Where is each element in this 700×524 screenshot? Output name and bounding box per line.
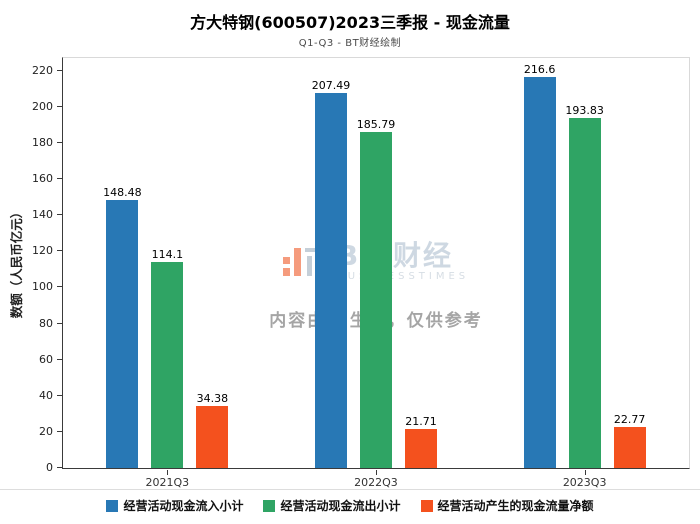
bar-wrap: 216.6 — [523, 62, 556, 468]
legend-swatch — [420, 499, 433, 512]
bar-value-label: 216.6 — [523, 62, 556, 76]
y-tick-label: 80 — [39, 316, 53, 330]
y-tick-label: 220 — [32, 63, 53, 77]
bar-value-label: 185.79 — [356, 118, 396, 132]
bar-wrap: 185.79 — [357, 118, 395, 468]
bar-value-label: 34.38 — [196, 391, 229, 405]
y-tick-label: 40 — [39, 388, 53, 402]
y-tick-mark — [57, 430, 63, 432]
y-tick-label: 180 — [32, 135, 53, 149]
x-tick-label: 2022Q3 — [354, 476, 398, 489]
bar-wrap: 148.48 — [103, 186, 142, 468]
bar — [523, 76, 556, 468]
legend-item: 经营活动现金流出小计 — [263, 497, 401, 514]
y-tick-label: 140 — [32, 208, 53, 222]
bar-value-label: 193.83 — [565, 103, 604, 117]
bar — [359, 132, 392, 468]
y-tick-mark — [57, 141, 63, 143]
legend-swatch — [106, 499, 119, 512]
y-tick-mark — [57, 358, 63, 360]
bar-wrap: 193.83 — [565, 104, 604, 468]
legend-item: 经营活动现金流入小计 — [106, 497, 243, 514]
bar — [151, 261, 184, 468]
y-tick-label: 200 — [32, 99, 53, 113]
plot-area: BT 财经 BUSINESSTIMES 内容由AI生成，仅供参考 148.481… — [32, 57, 690, 489]
bar — [314, 93, 347, 468]
bar-value-label: 114.1 — [151, 247, 184, 261]
legend-label: 经营活动产生的现金流量净额 — [437, 499, 594, 513]
bar — [196, 405, 229, 468]
chart-title: 方大特钢(600507)2023三季报 - 现金流量 — [190, 13, 510, 32]
bar — [106, 199, 139, 468]
bar-value-label: 21.71 — [405, 414, 437, 428]
bar — [404, 428, 437, 468]
bar-wrap: 34.38 — [196, 391, 229, 468]
y-tick-mark — [57, 69, 63, 71]
y-tick-mark — [57, 467, 63, 468]
bar-group: 207.49 185.79 21.71 2022Q3 — [312, 79, 437, 489]
y-tick-label: 60 — [39, 352, 53, 366]
y-tick-mark — [57, 286, 63, 288]
bar-value-label: 148.48 — [103, 185, 142, 199]
bar-group: 216.6 193.83 22.77 2023Q3 — [523, 62, 646, 489]
legend-label: 经营活动现金流入小计 — [123, 499, 244, 513]
y-tick-mark — [57, 250, 63, 252]
y-tick-mark — [57, 214, 63, 216]
bar-wrap: 22.77 — [613, 412, 646, 468]
bar-value-label: 207.49 — [311, 79, 351, 93]
y-tick-mark — [57, 394, 63, 396]
bar-wrap: 21.71 — [404, 414, 437, 468]
bar-wrap: 114.1 — [151, 247, 184, 468]
chart-subtitle: Q1-Q3 - BT财经绘制 — [298, 38, 402, 49]
y-tick-label: 160 — [32, 172, 53, 186]
y-tick-mark — [57, 322, 63, 324]
legend-item: 经营活动产生的现金流量净额 — [420, 497, 594, 514]
bar-wrap: 207.49 — [312, 79, 350, 468]
x-tick-label: 2021Q3 — [145, 476, 190, 489]
legend-swatch — [263, 499, 276, 512]
y-tick-mark — [57, 178, 63, 180]
y-tick-label: 120 — [32, 244, 53, 258]
bar — [613, 426, 646, 468]
y-tick-label: 0 — [46, 461, 53, 474]
x-tick-label: 2023Q3 — [562, 476, 607, 489]
bar-groups: 148.48 114.1 34.38 2021Q3 207.49 185.79 21.71 2… — [63, 58, 689, 489]
legend-label: 经营活动现金流出小计 — [280, 499, 401, 513]
bar — [568, 117, 601, 468]
legend: 经营活动现金流入小计 经营活动现金流出小计 经营活动产生的现金流量净额 — [0, 497, 700, 514]
y-tick-mark — [57, 105, 63, 107]
y-tick-label: 100 — [32, 280, 53, 294]
bar-value-label: 22.77 — [613, 412, 646, 426]
y-tick-label: 20 — [39, 424, 53, 438]
bar-group: 148.48 114.1 34.38 2021Q3 — [103, 186, 229, 489]
legend-divider — [0, 489, 700, 490]
y-axis-label: 数额（人民币亿元） — [9, 205, 24, 319]
